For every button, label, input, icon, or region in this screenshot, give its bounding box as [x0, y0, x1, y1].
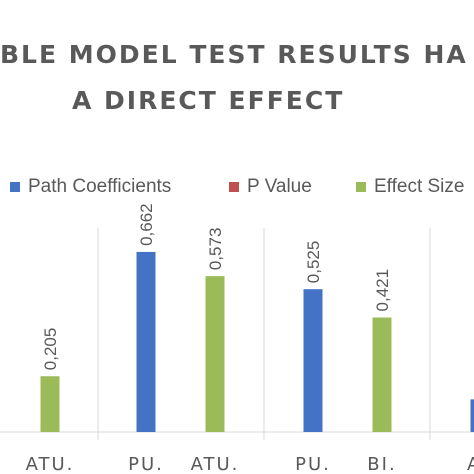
bar-path-coefficients [136, 251, 156, 432]
chart-subtitle: A DIRECT EFFECT [72, 86, 345, 115]
bar-effect-size [40, 376, 60, 432]
data-label: 0,573 [206, 228, 225, 271]
bar-path-coefficients [470, 399, 474, 432]
legend-label-p-value: P Value [247, 176, 312, 197]
data-label: 0,421 [373, 269, 392, 312]
data-label: 0,205 [41, 328, 60, 371]
x-tick-label: ATU. [26, 454, 75, 474]
legend-item-path-coefficients: Path Coefficients [10, 176, 171, 198]
x-tick-label: ATU. [191, 454, 240, 474]
x-tick-label: PU. [128, 454, 164, 474]
data-label: 0,525 [304, 241, 323, 284]
legend-label-path-coefficients: Path Coefficients [28, 176, 172, 197]
x-tick-label: PU. [295, 454, 331, 474]
bar-path-coefficients [303, 289, 323, 432]
legend-item-effect-size: Effect Size [356, 176, 464, 198]
bar-effect-size [372, 317, 392, 432]
legend-swatch-path-coefficients [10, 182, 20, 192]
data-label: 0,662 [137, 203, 156, 246]
legend-swatch-p-value [229, 182, 239, 192]
x-tick-label: AT [467, 454, 474, 474]
x-tick-label: BI. [367, 454, 396, 474]
bar-effect-size [205, 276, 225, 432]
legend-swatch-effect-size [356, 182, 366, 192]
legend-label-effect-size: Effect Size [374, 176, 465, 197]
legend-item-p-value: P Value [229, 176, 312, 198]
chart-title: BLE MODEL TEST RESULTS HA [0, 40, 468, 69]
